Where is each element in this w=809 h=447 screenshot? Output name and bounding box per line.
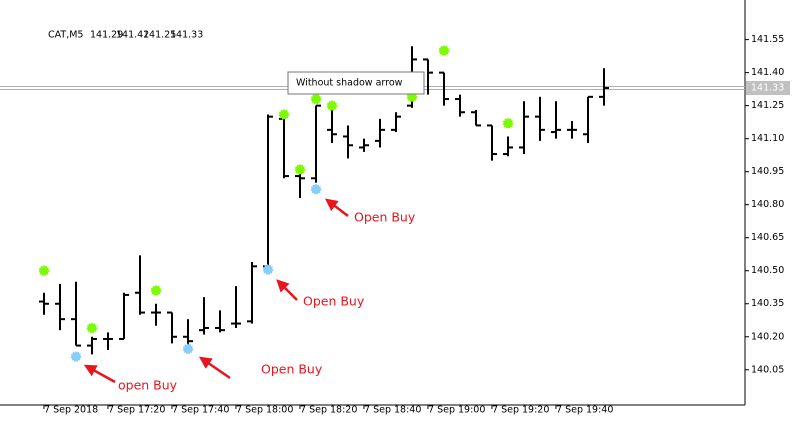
x-tick-label: 7 Sep 17:40 [172, 405, 229, 416]
y-tick-label: 140.05 [751, 364, 784, 375]
annotation: Open Buy [261, 362, 323, 377]
x-tick-label: 7 Sep 18:20 [300, 405, 357, 416]
x-tick-label: 7 Sep 19:40 [556, 405, 613, 416]
signal-marker [182, 343, 194, 355]
header-open: 141.29 [90, 30, 123, 41]
symbol: CAT,M5 [48, 30, 83, 41]
y-tick-label: 140.80 [751, 199, 784, 210]
signal-marker [150, 285, 162, 296]
signal-marker [38, 265, 50, 276]
x-tick-label: 7 Sep 18:40 [364, 405, 421, 416]
x-tick-label: 7 Sep 18:00 [236, 405, 293, 416]
tooltip: Without shadow arrow [296, 78, 403, 89]
arrow [198, 356, 231, 380]
signal-marker [294, 164, 306, 175]
signal-marker [86, 322, 98, 334]
signal-marker [326, 100, 338, 111]
signal-marker [502, 118, 514, 129]
arrow [83, 364, 116, 384]
tooltip-box [287, 71, 425, 95]
signal-marker [278, 109, 290, 120]
y-tick-label: 141.40 [751, 67, 784, 78]
y-tick-label: 141.10 [751, 133, 784, 144]
header-low: 141.25 [143, 30, 176, 41]
arrow [276, 279, 298, 301]
signal-marker [438, 45, 450, 56]
signal-marker [262, 264, 274, 275]
y-tick-label: 140.35 [751, 298, 784, 309]
signal-marker [70, 351, 82, 362]
x-tick-label: 7 Sep 2018 [44, 405, 98, 416]
price-label: 141.33 [751, 83, 784, 94]
signal-marker [310, 184, 322, 195]
x-tick-label: 7 Sep 17:20 [108, 405, 165, 416]
y-tick-label: 141.25 [751, 100, 784, 111]
y-tick-label: 140.65 [751, 232, 784, 243]
header-high: 141.42 [116, 30, 149, 41]
annotation: Open Buy [303, 294, 365, 309]
x-tick-label: 7 Sep 19:20 [492, 405, 549, 416]
header-close: 141.33 [170, 30, 203, 41]
annotation: open Buy [118, 378, 178, 393]
y-tick-label: 140.50 [751, 265, 784, 276]
y-tick-label: 141.55 [751, 34, 784, 45]
price-label-box [746, 81, 790, 96]
arrow [325, 198, 349, 217]
y-tick-label: 140.20 [751, 331, 784, 342]
annotation: Open Buy [354, 210, 416, 225]
y-tick-label: 140.95 [751, 166, 784, 177]
signal-marker [310, 93, 322, 105]
x-tick-label: 7 Sep 19:00 [428, 405, 485, 416]
